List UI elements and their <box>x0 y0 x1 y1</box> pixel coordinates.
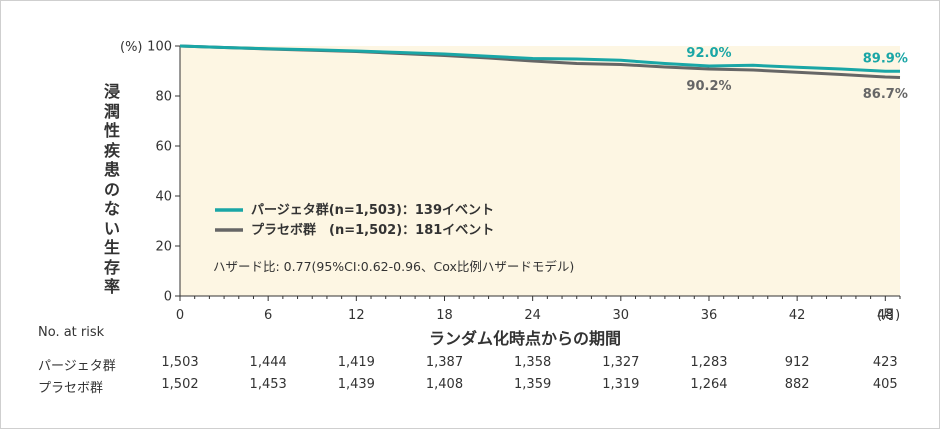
x-tick-label: 18 <box>436 308 453 323</box>
risk-value: 1,327 <box>602 355 640 370</box>
risk-value: 1,387 <box>425 355 464 370</box>
risk-table-header: No. at risk <box>38 325 105 340</box>
risk-value: 1,439 <box>337 377 375 392</box>
risk-row-label: パージェタ群 <box>38 359 116 374</box>
hazard-ratio-note: ハザード比: 0.77(95%CI:0.62-0.96、Cox比例ハザードモデル… <box>213 259 574 274</box>
risk-value: 405 <box>872 377 898 392</box>
y-tick-label: 20 <box>155 240 172 255</box>
plot-area <box>180 46 900 296</box>
risk-value: 1,419 <box>337 355 375 370</box>
y-tick-label: 60 <box>155 140 172 155</box>
risk-value: 1,283 <box>690 355 728 370</box>
y-axis: 0 20 40 60 80 100 <box>147 40 181 305</box>
risk-value: 1,358 <box>514 355 552 370</box>
risk-value: 1,319 <box>602 377 640 392</box>
series-line <box>179 44 900 73</box>
risk-value: 1,264 <box>690 377 728 392</box>
y-tick-label: 80 <box>155 90 172 105</box>
annotations: 92.0% 89.9% 90.2% 86.7% <box>686 46 907 102</box>
risk-value: 1,408 <box>425 377 464 392</box>
series-lines <box>179 44 901 79</box>
annotation-label: 89.9% <box>863 51 908 66</box>
y-tick-label: 100 <box>147 40 172 55</box>
x-axis-unit: (月) <box>877 308 900 323</box>
x-tick-label: 42 <box>789 308 806 323</box>
y-axis-title: 浸潤性疾患のない生存率 <box>103 82 120 296</box>
x-tick-label: 0 <box>176 308 184 323</box>
risk-value: 423 <box>872 355 898 370</box>
y-axis-unit: (%) <box>120 40 143 55</box>
risk-value: 1,502 <box>161 377 199 392</box>
x-tick-label: 36 <box>701 308 718 323</box>
legend-label: パージェタ群(n=1,503)：139イベント <box>251 202 494 218</box>
y-tick-label: 0 <box>164 290 172 305</box>
annotation-label: 92.0% <box>686 46 731 61</box>
y-tick-label: 40 <box>155 190 172 205</box>
risk-value: 912 <box>784 355 810 370</box>
x-tick-label: 24 <box>524 308 541 323</box>
risk-value: 1,453 <box>249 377 287 392</box>
x-tick-label: 30 <box>613 308 630 323</box>
x-axis: 0 6 12 18 24 30 36 42 48 <box>176 295 901 323</box>
annotation-label: 86.7% <box>863 87 908 102</box>
annotation-label: 90.2% <box>686 79 731 94</box>
risk-value: 1,503 <box>161 355 199 370</box>
x-tick-label: 12 <box>348 308 365 323</box>
risk-value: 1,444 <box>249 355 287 370</box>
risk-value: 1,359 <box>514 377 552 392</box>
risk-row-label: プラセボ群 <box>38 381 104 396</box>
legend-label: プラセボ群 (n=1,502)：181イベント <box>251 222 494 238</box>
risk-value: 882 <box>784 377 810 392</box>
x-tick-label: 6 <box>264 308 272 323</box>
x-tick-label: 48 <box>877 308 894 323</box>
x-axis-title: ランダム化時点からの期間 <box>429 329 621 348</box>
